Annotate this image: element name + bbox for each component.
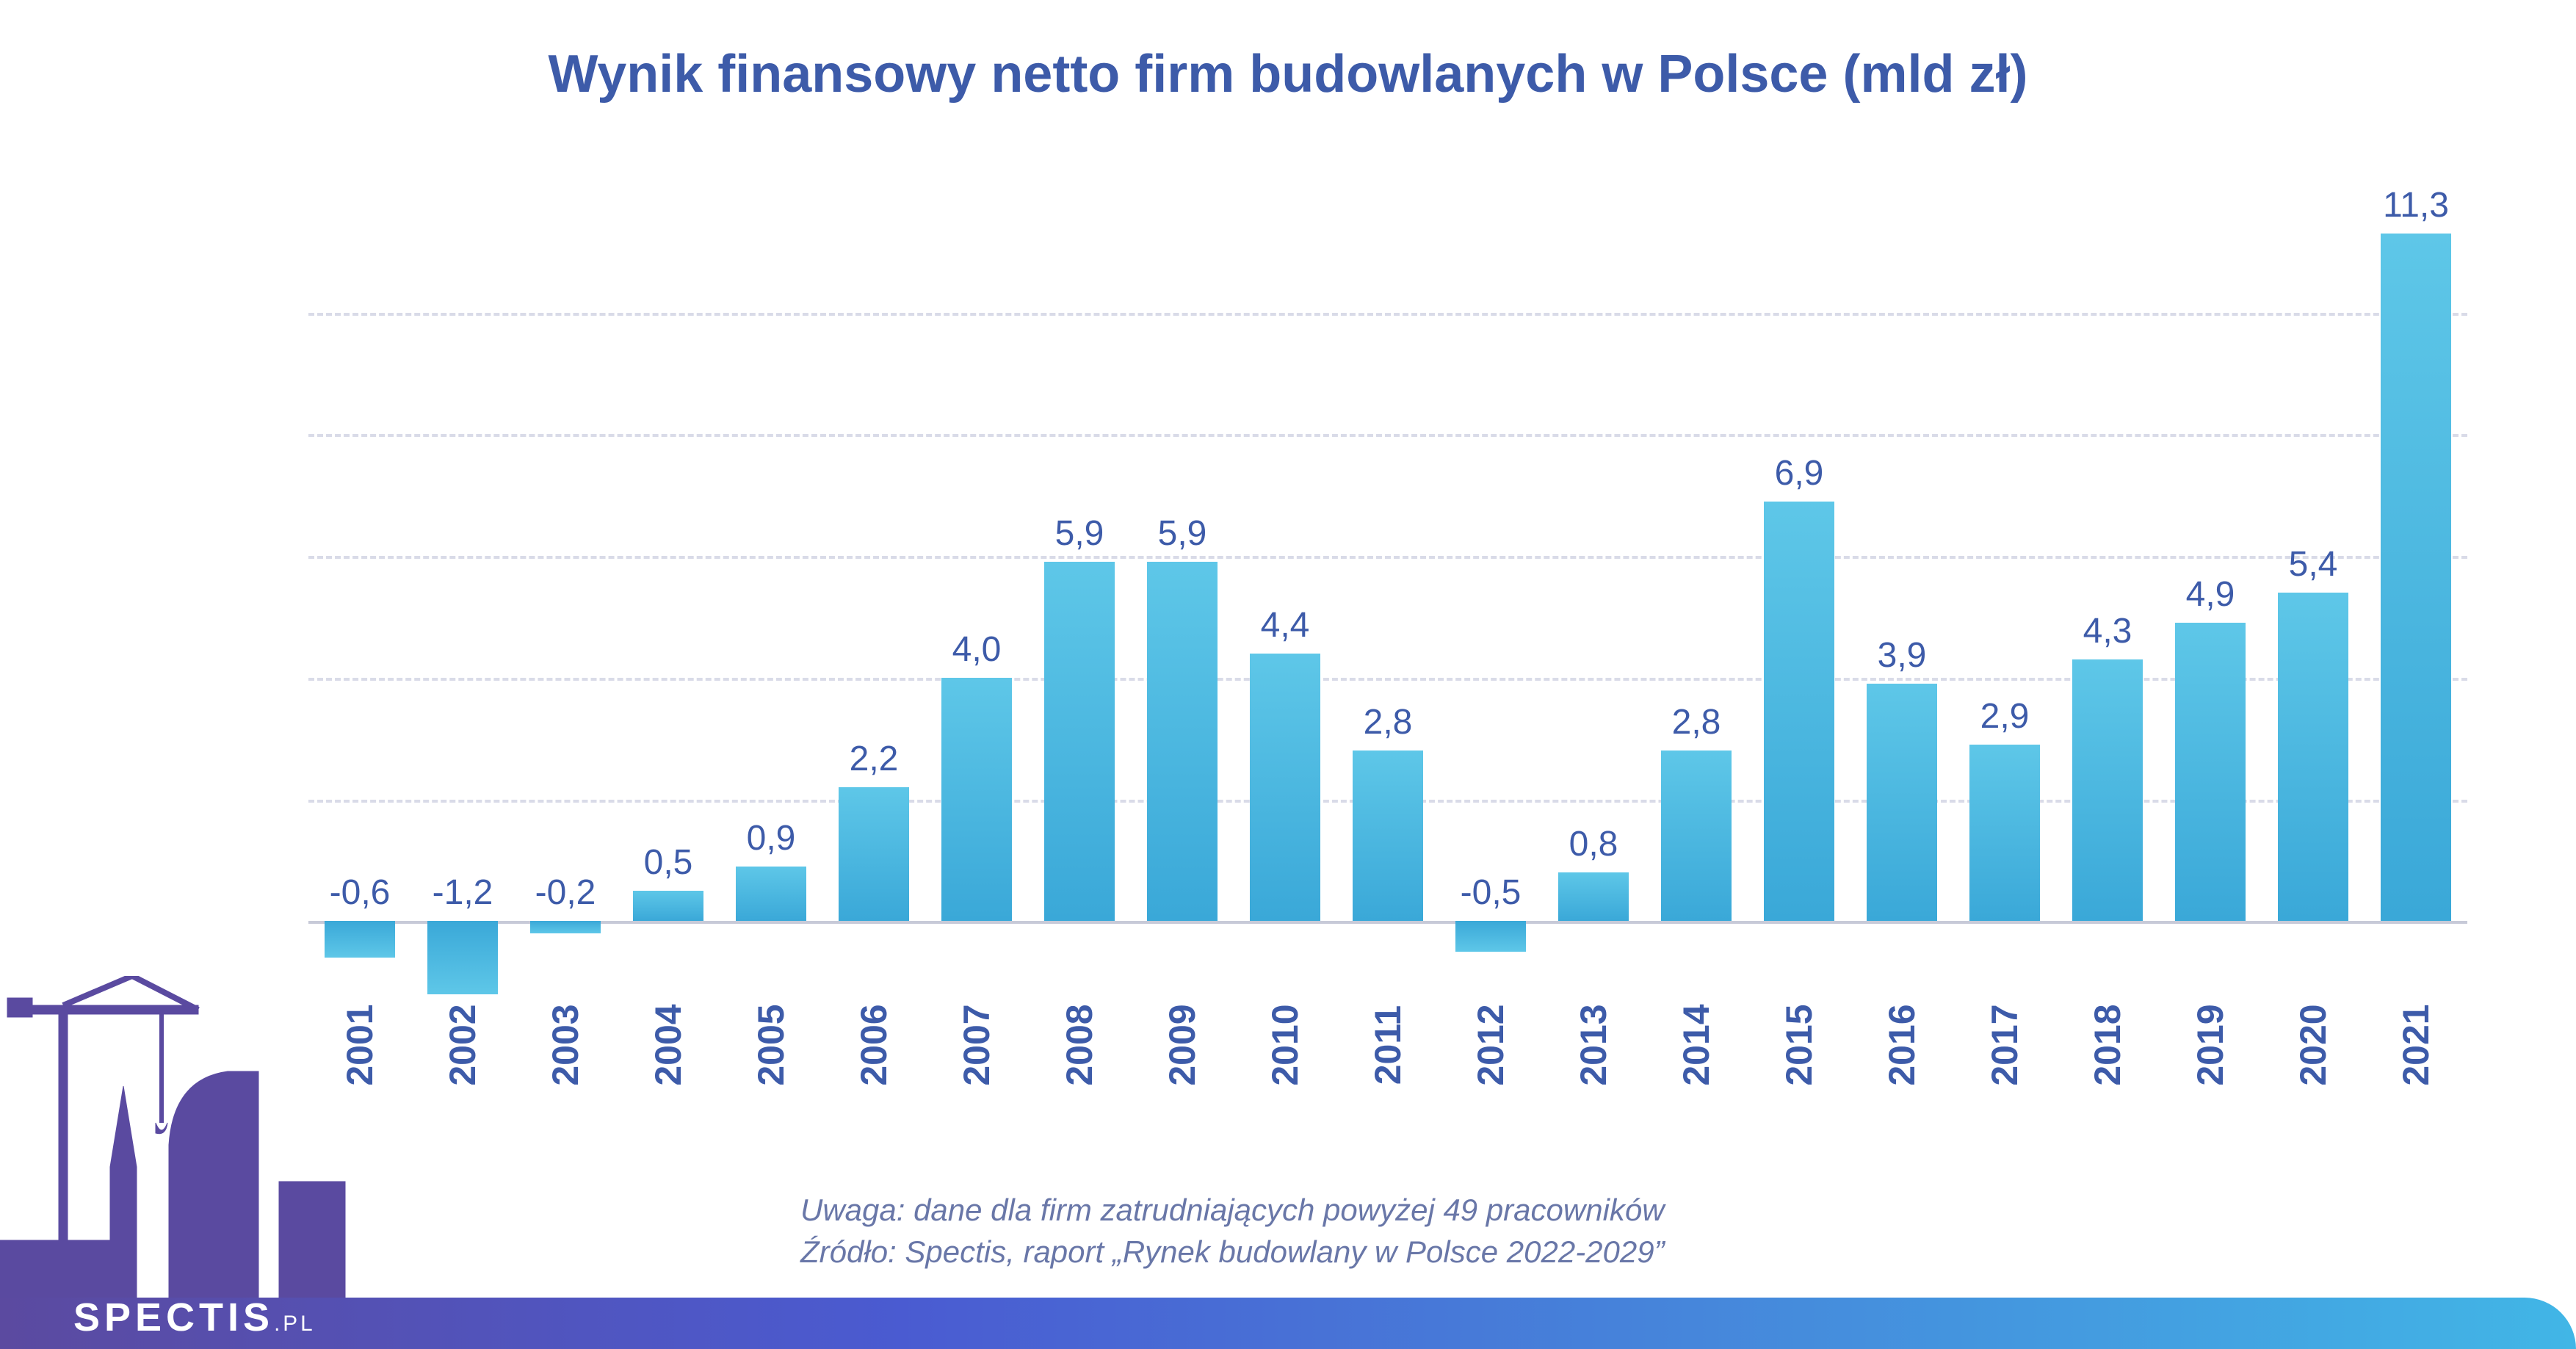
bar-slot: 4,42010 — [1234, 191, 1336, 1043]
bar-slot: 4,02007 — [925, 191, 1028, 1043]
bar — [839, 787, 908, 921]
bar-slot: 6,92015 — [1748, 191, 1850, 1043]
bar — [1969, 745, 2039, 921]
x-tick-label: 2015 — [1778, 994, 1820, 1096]
bar — [530, 921, 600, 933]
bar-slot: 0,82013 — [1542, 191, 1645, 1043]
bar — [427, 921, 497, 994]
x-tick-label: 2012 — [1469, 994, 1512, 1096]
x-tick-label: 2005 — [750, 994, 792, 1096]
x-tick-label: 2004 — [647, 994, 690, 1096]
x-tick-label: 2017 — [1983, 994, 2026, 1096]
x-tick-label: 2009 — [1161, 994, 1204, 1096]
bar — [1558, 872, 1628, 921]
bar — [633, 891, 703, 921]
bar — [1250, 654, 1320, 922]
x-tick-label: 2002 — [441, 994, 484, 1096]
bar-slot: -1,22002 — [411, 191, 514, 1043]
bar — [2175, 623, 2245, 921]
x-tick-label: 2006 — [853, 994, 895, 1096]
x-tick-label: 2013 — [1572, 994, 1615, 1096]
bar-slot: 5,42020 — [2262, 191, 2365, 1043]
bar — [736, 867, 806, 922]
footer-note-1: Uwaga: dane dla firm zatrudniających pow… — [800, 1190, 1665, 1232]
x-tick-label: 2010 — [1264, 994, 1306, 1096]
bottom-strip — [0, 1298, 2576, 1349]
x-tick-label: 2020 — [2292, 994, 2334, 1096]
bar-slot: 4,32018 — [2056, 191, 2159, 1043]
bar-slot: -0,22003 — [514, 191, 617, 1043]
bar-slot: 3,92016 — [1850, 191, 1953, 1043]
bar — [2278, 593, 2348, 921]
bar-slot: 2,22006 — [822, 191, 925, 1043]
bar-slot: 0,92005 — [720, 191, 822, 1043]
x-tick-label: 2018 — [2086, 994, 2129, 1096]
bar — [1455, 921, 1525, 951]
bar-slot: 0,52004 — [617, 191, 720, 1043]
bar-slot: 4,92019 — [2159, 191, 2262, 1043]
bar-slot: -0,62001 — [308, 191, 411, 1043]
bar — [941, 678, 1011, 921]
bar-slot: 2,82014 — [1645, 191, 1748, 1043]
x-tick-label: 2008 — [1058, 994, 1101, 1096]
x-tick-label: 2003 — [544, 994, 587, 1096]
footer-notes: Uwaga: dane dla firm zatrudniających pow… — [800, 1190, 1665, 1273]
brand-logo: SPECTIS.PL — [73, 1295, 316, 1340]
bar-chart: -0,62001-1,22002-0,220030,520040,920052,… — [308, 191, 2467, 1043]
chart-canvas: Wynik finansowy netto firm budowlanych w… — [0, 0, 2576, 1349]
x-tick-label: 2011 — [1367, 994, 1409, 1096]
brand-suffix: .PL — [274, 1312, 316, 1336]
bar — [325, 921, 394, 958]
x-tick-label: 2016 — [1881, 994, 1923, 1096]
bar — [1661, 751, 1731, 921]
bar-slot: 5,92008 — [1028, 191, 1131, 1043]
bar — [1044, 562, 1114, 921]
chart-title: Wynik finansowy netto firm budowlanych w… — [0, 44, 2576, 104]
city-silhouette-icon — [0, 976, 397, 1299]
bar — [2072, 659, 2142, 921]
bar-value-label: 11,3 — [2313, 185, 2519, 225]
x-tick-label: 2014 — [1675, 994, 1718, 1096]
plot-area: -0,62001-1,22002-0,220030,520040,920052,… — [308, 191, 2467, 1043]
x-tick-label: 2007 — [955, 994, 998, 1096]
bar — [2381, 234, 2450, 921]
bar — [1764, 502, 1834, 922]
footer-note-2: Źródło: Spectis, raport „Rynek budowlany… — [800, 1232, 1665, 1273]
bar-slot: 11,32021 — [2365, 191, 2467, 1043]
x-tick-label: 2019 — [2189, 994, 2232, 1096]
brand-name: SPECTIS — [73, 1295, 274, 1339]
x-tick-label: 2021 — [2395, 994, 2437, 1096]
bar-slot: -0,52012 — [1439, 191, 1542, 1043]
bar-slot: 2,82011 — [1336, 191, 1439, 1043]
